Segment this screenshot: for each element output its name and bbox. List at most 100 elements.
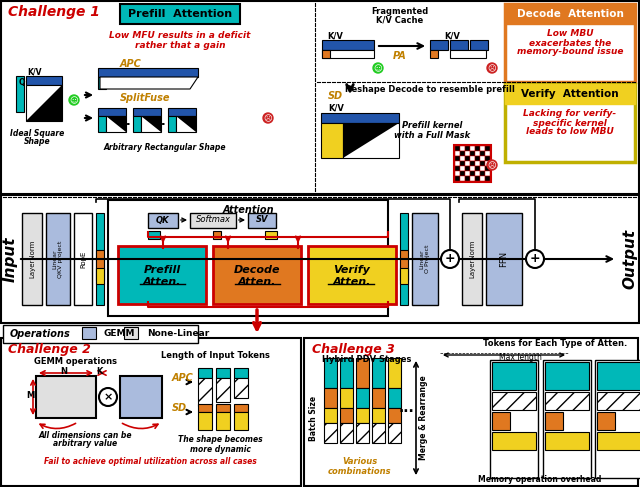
Polygon shape [324,423,337,443]
Polygon shape [133,116,141,132]
Text: ☺: ☺ [374,64,382,73]
Polygon shape [198,404,212,412]
Polygon shape [324,388,337,408]
Polygon shape [324,408,337,423]
Polygon shape [74,213,92,305]
Text: ☹: ☹ [488,161,497,170]
Polygon shape [492,392,536,410]
Text: APC: APC [120,59,141,69]
Polygon shape [480,176,485,181]
Polygon shape [465,176,470,181]
Polygon shape [460,176,465,181]
Text: GEMM: GEMM [104,330,136,338]
Polygon shape [321,123,343,158]
Text: Ideal Square: Ideal Square [10,129,64,137]
Polygon shape [455,171,460,176]
Polygon shape [118,246,206,304]
Polygon shape [460,166,465,171]
Polygon shape [475,146,480,151]
Text: SD: SD [172,403,187,413]
Polygon shape [322,40,374,50]
Polygon shape [470,176,475,181]
Polygon shape [3,325,198,343]
Polygon shape [198,368,212,378]
Text: combinations: combinations [328,467,392,475]
Polygon shape [190,213,236,228]
Polygon shape [490,360,538,478]
Polygon shape [322,50,330,58]
Text: SplitFuse: SplitFuse [120,93,170,103]
Polygon shape [545,392,589,410]
Polygon shape [460,161,465,166]
Polygon shape [356,358,369,388]
Polygon shape [98,68,198,77]
Text: LayerNorm: LayerNorm [469,240,475,278]
Polygon shape [505,84,635,104]
Text: Prefill kernel: Prefill kernel [402,121,462,131]
Text: Memory operation overhead: Memory operation overhead [478,475,602,485]
Text: Atten.: Atten. [143,277,181,287]
Polygon shape [372,423,385,443]
Polygon shape [1,1,639,194]
Polygon shape [492,432,536,450]
Polygon shape [46,213,70,305]
Polygon shape [460,146,465,151]
Text: memory-bound issue: memory-bound issue [516,48,623,56]
Polygon shape [120,376,162,418]
Text: Decode  Attention: Decode Attention [516,9,623,19]
Polygon shape [485,151,490,156]
Text: Length of Input Tokens: Length of Input Tokens [161,351,269,359]
Text: K/V: K/V [327,32,343,40]
Text: N: N [61,368,67,376]
Polygon shape [480,166,485,171]
Polygon shape [216,368,230,378]
Text: PA: PA [393,51,407,61]
Polygon shape [470,146,475,151]
Polygon shape [388,423,401,443]
Text: APC: APC [172,373,194,383]
Polygon shape [176,116,196,132]
Polygon shape [485,171,490,176]
Polygon shape [216,412,230,430]
Polygon shape [505,4,635,82]
Polygon shape [356,408,369,423]
Polygon shape [545,412,563,430]
Text: Low MFU results in a deficit: Low MFU results in a deficit [109,32,251,40]
Text: Tokens for Each Type of Atten.: Tokens for Each Type of Atten. [483,338,627,348]
Text: leads to low MBU: leads to low MBU [526,128,614,136]
Text: QK: QK [156,216,170,225]
Polygon shape [168,108,196,116]
Polygon shape [26,85,62,121]
Polygon shape [455,166,460,171]
Polygon shape [234,412,248,430]
Polygon shape [343,123,399,158]
Circle shape [526,250,544,268]
Text: +: + [445,252,455,265]
Text: SD: SD [328,91,343,101]
Polygon shape [98,108,126,116]
Text: K/V: K/V [444,32,460,40]
Polygon shape [22,213,42,305]
Polygon shape [475,171,480,176]
Polygon shape [475,161,480,166]
Polygon shape [465,151,470,156]
Polygon shape [388,358,401,388]
Text: Challenge 3: Challenge 3 [312,343,395,356]
Text: ×: × [103,392,113,402]
Polygon shape [198,378,212,406]
Polygon shape [480,171,485,176]
Polygon shape [485,176,490,181]
Polygon shape [492,412,510,430]
Text: Attention: Attention [222,205,274,215]
Polygon shape [400,268,408,284]
Polygon shape [480,151,485,156]
Text: Verify: Verify [333,265,371,275]
Text: K/V Cache: K/V Cache [376,16,424,24]
Polygon shape [1,195,639,323]
Polygon shape [545,432,589,450]
Polygon shape [176,116,196,132]
Polygon shape [475,151,480,156]
Polygon shape [455,161,460,166]
Polygon shape [450,50,486,58]
Text: rather that a gain: rather that a gain [135,41,225,51]
